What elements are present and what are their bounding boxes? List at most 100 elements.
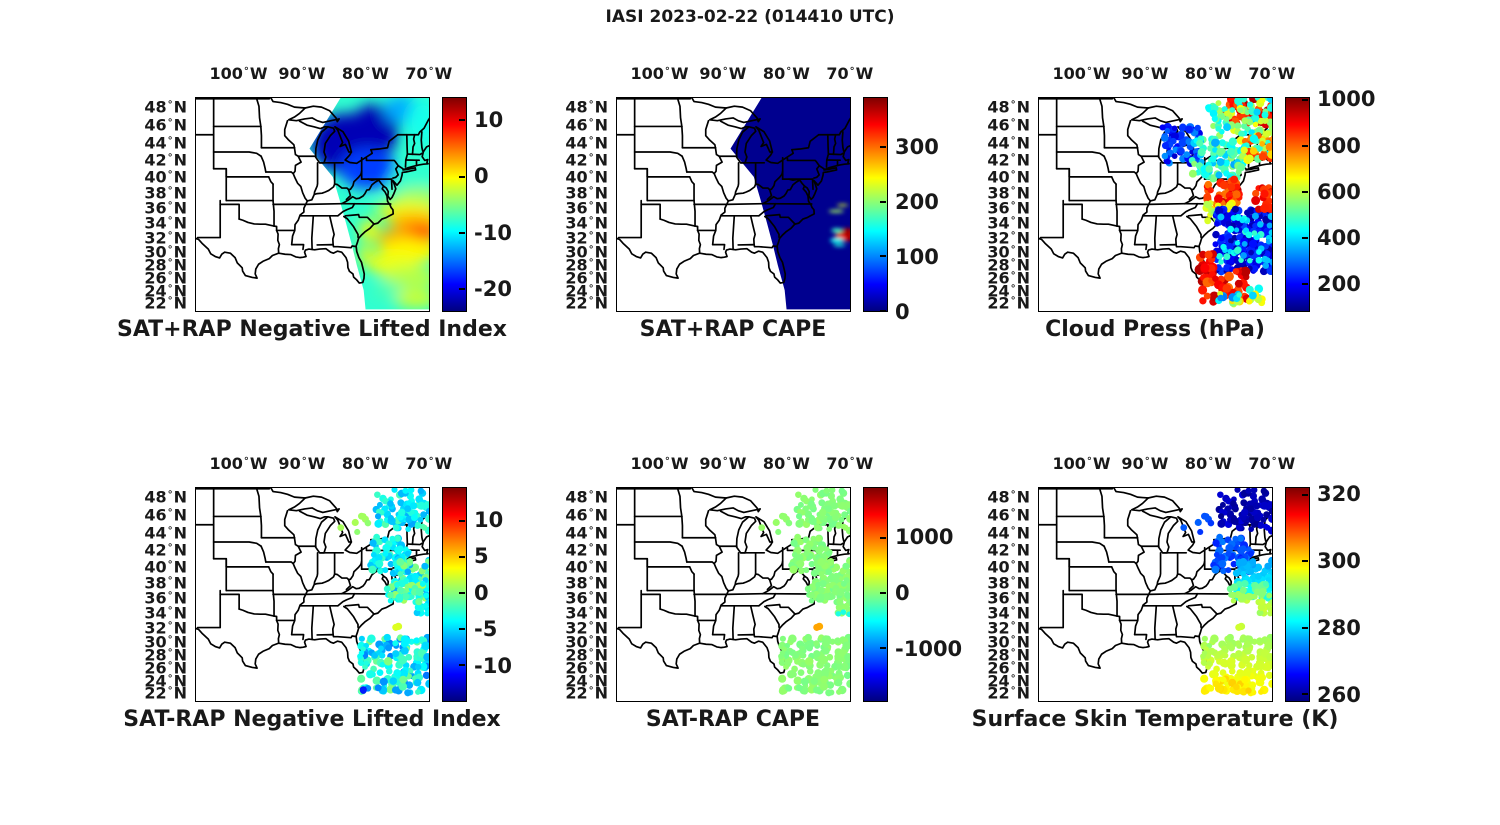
colorbar-labels: 1000 800 600 400 200 — [1317, 87, 1437, 312]
panel-title: Surface Skin Temperature (K) — [971, 707, 1339, 732]
panel-sat-plus-rap-negative-lifted-index: 100°W 90°W 80°W 70°W 48°N 46°N 44°N 42°N 40°N 38… — [117, 64, 512, 342]
lat-tick-label: 46°N — [987, 505, 1030, 525]
lon-tick-label: 100°W — [630, 64, 689, 83]
lat-tick-label: 38°N — [987, 183, 1030, 203]
colorbar-gradient — [1285, 487, 1310, 702]
lon-axis: 100°W 90°W 80°W 70°W — [195, 64, 452, 86]
colorbar-tick — [880, 200, 886, 203]
lat-tick-label: 48°N — [565, 97, 608, 117]
colorbar-tick — [880, 255, 886, 258]
lon-tick-label: 90°W — [1121, 64, 1169, 83]
colorbar-tick-label: -10 — [474, 653, 512, 678]
lat-tick-label: 30°N — [144, 632, 187, 652]
panel-title: SAT-RAP CAPE — [645, 707, 821, 732]
colorbar-tick — [459, 231, 465, 234]
colorbar-tick-label: 100 — [895, 244, 939, 269]
colorbar-tick — [880, 592, 886, 595]
lon-tick-label: 90°W — [278, 454, 326, 473]
lat-tick-label: 42°N — [987, 540, 1030, 560]
lat-tick-label: 34°N — [987, 603, 1030, 623]
lat-tick-label: 28°N — [144, 255, 187, 275]
colorbar-labels: 1000 0 -1000 — [895, 487, 1015, 702]
lon-tick-label: 70°W — [826, 454, 874, 473]
colorbar-gradient — [863, 97, 888, 312]
lat-tick-label: 36°N — [144, 588, 187, 608]
panel-surface-skin-temperature: 100°W 90°W 80°W 70°W 48°N 46°N 44°N 42°N 40°N 38… — [972, 454, 1361, 732]
lat-tick-label: 22°N — [565, 293, 608, 313]
colorbar-tick-label: 10 — [474, 107, 504, 132]
colorbar-tick — [459, 287, 465, 290]
lat-tick-label: 30°N — [987, 242, 1030, 262]
lat-tick-label: 40°N — [987, 167, 1030, 187]
panel-title: SAT+RAP CAPE — [639, 317, 827, 342]
colorbar-tick-label: 5 — [474, 544, 489, 569]
colorbar-labels: 300 200 100 0 — [895, 97, 1015, 324]
lon-tick-label: 80°W — [762, 454, 810, 473]
lat-tick-label: 38°N — [565, 183, 608, 203]
colorbar: 320 300 280 260 — [1285, 482, 1361, 707]
lat-tick-label: 26°N — [565, 268, 608, 288]
colorbar-tick — [459, 627, 465, 630]
colorbar-tick-label: 0 — [474, 580, 489, 605]
lat-tick-label: 28°N — [987, 645, 1030, 665]
colorbar-tick — [880, 536, 886, 539]
colorbar: 10 0 -10 -20 — [442, 97, 512, 312]
colorbar-tick-label: 600 — [1317, 179, 1361, 204]
lat-tick-label: 26°N — [987, 268, 1030, 288]
lat-tick-label: 32°N — [565, 228, 608, 248]
lon-tick-label: 80°W — [341, 64, 389, 83]
lat-tick-label: 46°N — [565, 115, 608, 135]
colorbar-tick — [1302, 560, 1308, 563]
colorbar-tick — [1302, 236, 1308, 239]
lat-axis: 48°N 46°N 44°N 42°N 40°N 38°N 36°N 34°N 32°N 30°N… — [550, 487, 608, 703]
lon-tick-label: 70°W — [405, 64, 453, 83]
colorbar-tick — [1302, 282, 1308, 285]
lon-tick-label: 70°W — [1248, 454, 1296, 473]
lat-tick-label: 46°N — [987, 115, 1030, 135]
colorbar-tick — [1302, 145, 1308, 148]
colorbar-tick-label: 300 — [895, 134, 939, 159]
lon-tick-label: 100°W — [209, 454, 268, 473]
lat-axis: 48°N 46°N 44°N 42°N 40°N 38°N 36°N 34°N 32°N 30°N… — [972, 97, 1030, 313]
lat-tick-label: 44°N — [144, 523, 187, 543]
colorbar-tick-label: 400 — [1317, 226, 1361, 250]
lat-tick-label: 26°N — [987, 658, 1030, 678]
lat-tick-label: 28°N — [987, 255, 1030, 275]
lat-tick-label: 34°N — [565, 213, 608, 233]
colorbar-tick — [459, 175, 465, 178]
lat-tick-label: 48°N — [987, 487, 1030, 507]
lat-tick-label: 36°N — [565, 198, 608, 218]
lat-tick-label: 44°N — [565, 523, 608, 543]
lat-tick-label: 46°N — [144, 115, 187, 135]
lat-tick-label: 30°N — [144, 242, 187, 262]
lat-tick-label: 40°N — [565, 167, 608, 187]
lon-tick-label: 100°W — [1052, 454, 1111, 473]
lat-tick-label: 34°N — [565, 603, 608, 623]
figure-title: IASI 2023-02-22 (014410 UTC) — [605, 7, 895, 27]
lat-tick-label: 32°N — [987, 618, 1030, 638]
lat-tick-label: 34°N — [144, 603, 187, 623]
lon-tick-label: 90°W — [1121, 454, 1169, 473]
lat-tick-label: 40°N — [144, 557, 187, 577]
colorbar-tick — [880, 146, 886, 149]
lat-tick-label: 42°N — [144, 540, 187, 560]
lon-tick-label: 80°W — [1184, 454, 1232, 473]
panel-title: SAT+RAP Negative Lifted Index — [117, 317, 507, 342]
lat-tick-label: 36°N — [987, 588, 1030, 608]
colorbar-tick-label: -5 — [474, 617, 498, 642]
colorbar-tick — [880, 647, 886, 650]
lon-tick-label: 90°W — [699, 64, 747, 83]
map-sat-minus-rap-negative-lifted-index — [195, 487, 430, 702]
lat-tick-label: 38°N — [565, 573, 608, 593]
lat-tick-label: 42°N — [565, 150, 608, 170]
colorbar-tick-label: 800 — [1317, 133, 1361, 158]
lat-tick-label: 26°N — [565, 658, 608, 678]
colorbar-tick — [1302, 190, 1308, 193]
lat-tick-label: 36°N — [144, 198, 187, 218]
lon-tick-label: 80°W — [1184, 64, 1232, 83]
lat-axis: 48°N 46°N 44°N 42°N 40°N 38°N 36°N 34°N 32°N 30°N… — [129, 487, 187, 703]
colorbar: 1000 0 -1000 — [863, 487, 962, 702]
lat-tick-label: 32°N — [144, 228, 187, 248]
lat-axis: 48°N 46°N 44°N 42°N 40°N 38°N 36°N 34°N 32°N 30°N… — [129, 97, 187, 313]
lon-tick-label: 80°W — [341, 454, 389, 473]
